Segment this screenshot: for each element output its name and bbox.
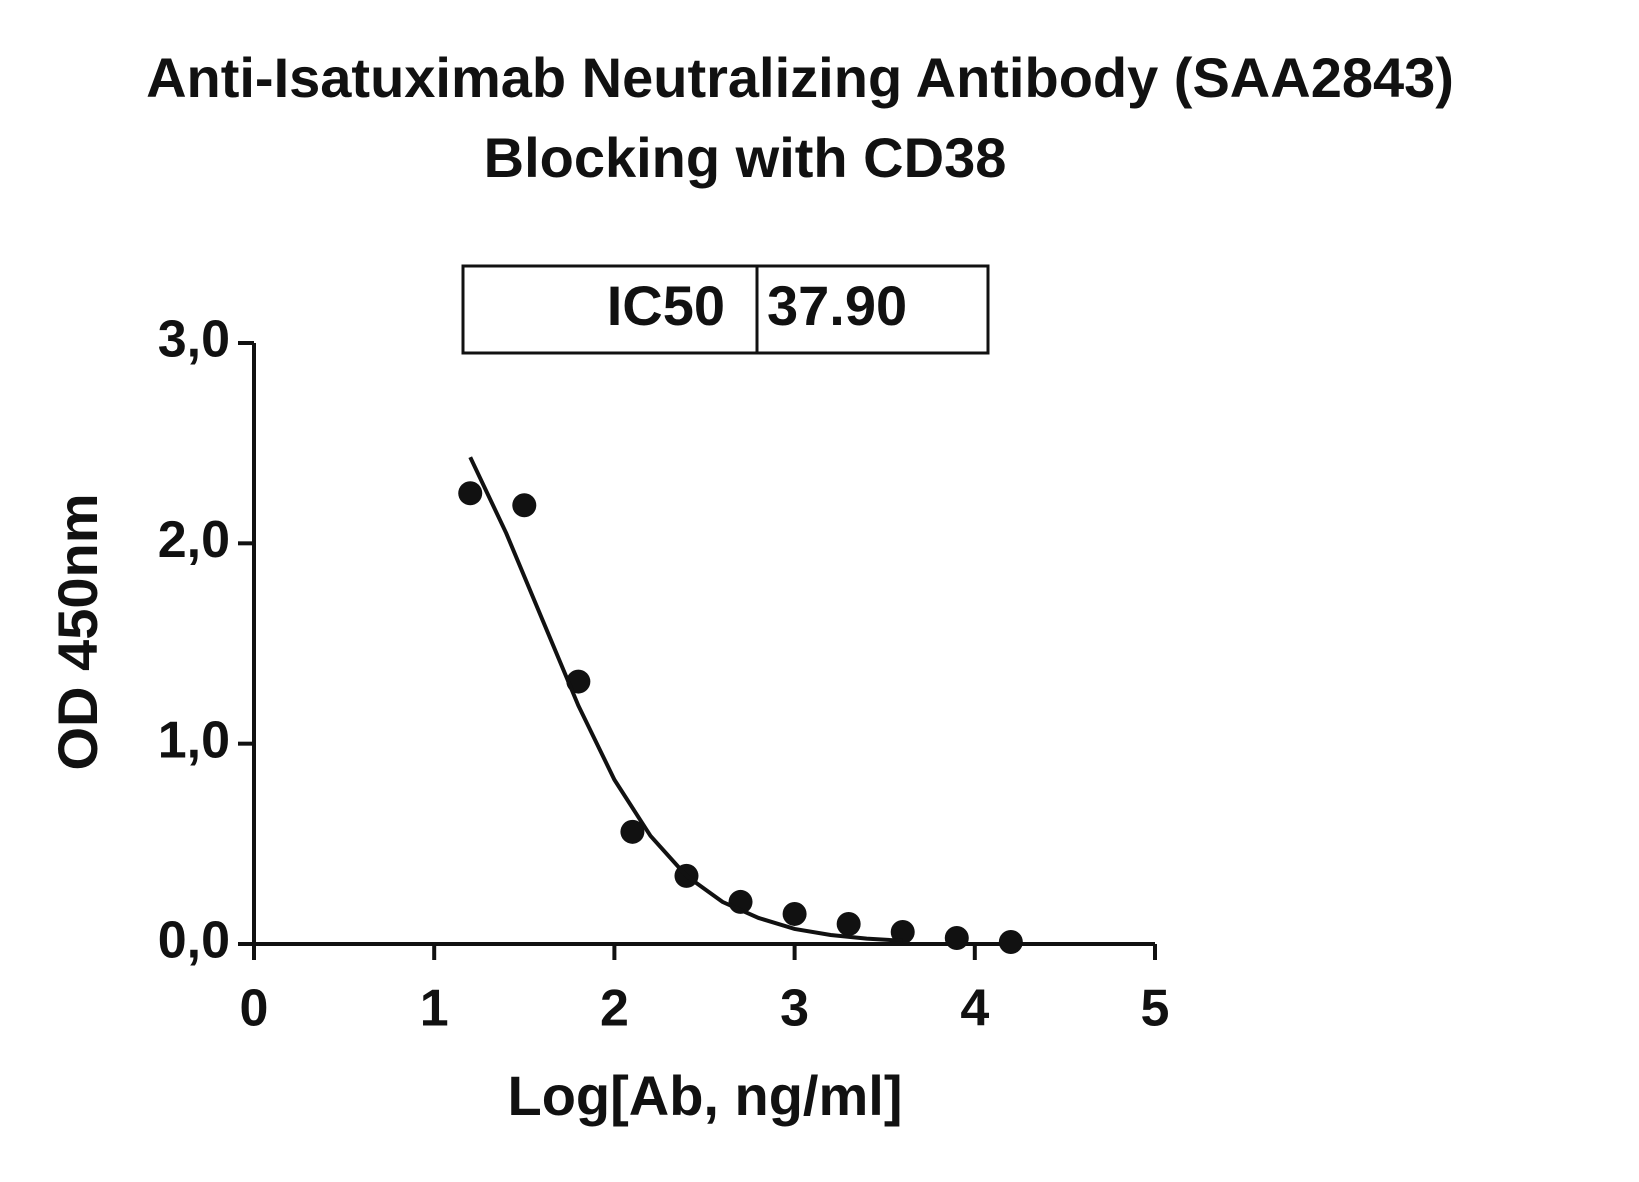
chart-title: Blocking with CD38: [484, 126, 1007, 189]
y-tick-label: 3,0: [158, 311, 230, 369]
x-tick-label: 0: [240, 980, 269, 1038]
data-point: [512, 493, 537, 518]
ic50-value: 37.90: [767, 274, 907, 337]
x-axis-label: Log[Ab, ng/ml]: [507, 1064, 902, 1127]
x-tick-label: 5: [1141, 980, 1170, 1038]
x-tick-label: 1: [420, 980, 449, 1038]
data-point: [620, 819, 645, 844]
data-point: [458, 481, 483, 506]
ic50-box: [461, 264, 990, 355]
data-point: [998, 929, 1023, 954]
data-point: [836, 911, 861, 936]
y-tick-label: 1,0: [158, 711, 230, 769]
data-point: [890, 919, 915, 944]
y-axis-label: OD 450nm: [46, 494, 109, 771]
chart-title: Anti-Isatuximab Neutralizing Antibody (S…: [146, 46, 1454, 109]
data-point: [782, 901, 807, 926]
ic50-label: IC50: [607, 274, 725, 337]
data-point: [944, 925, 969, 950]
plot-area: 0,0 1,0 2,0 3,0 0 1 2 3 4 5: [158, 311, 1170, 1038]
fit-curve: [468, 456, 903, 943]
x-tick-label: 4: [960, 980, 989, 1038]
y-tick-label: 2,0: [158, 511, 230, 569]
x-tick-label: 2: [600, 980, 629, 1038]
x-tick-label: 3: [780, 980, 809, 1038]
y-tick-label: 0,0: [158, 912, 230, 970]
